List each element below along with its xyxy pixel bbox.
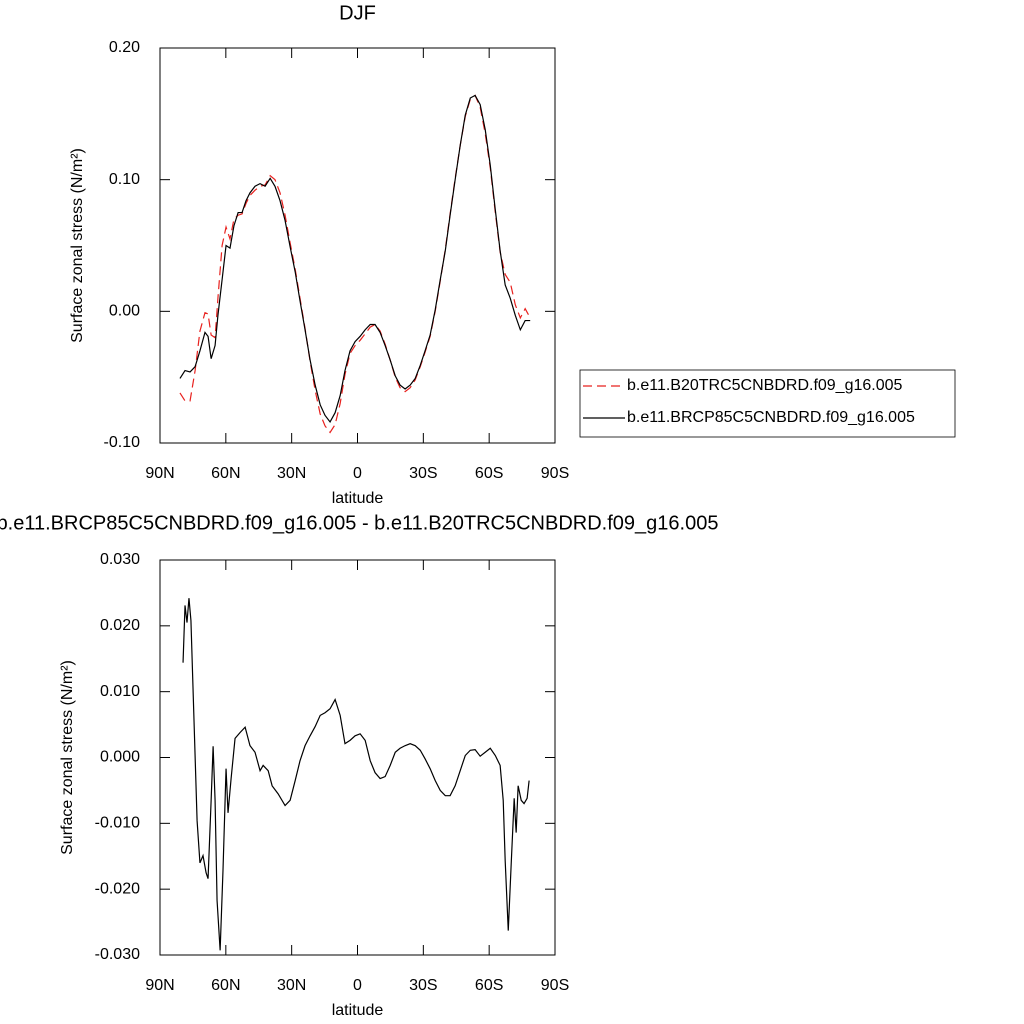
y-tick-label: 0.030 [100,551,140,568]
x-tick-label: 90N [145,977,174,994]
x-tick-label: 60N [211,977,240,994]
x-tick-label: 60S [475,465,503,482]
y-tick-label: -0.030 [95,946,140,963]
legend-label: b.e11.B20TRC5CNBDRD.f09_g16.005 [627,377,903,394]
y-axis-label: Surface zonal stress (N/m²) [69,148,86,343]
y-tick-label: 0.20 [109,39,140,56]
x-tick-label: 90S [541,977,569,994]
chart-title: b.e11.BRCP85C5CNBDRD.f09_g16.005 - b.e11… [0,512,718,534]
x-tick-label: 30N [277,465,306,482]
legend-box [579,369,956,438]
x-tick-label: 60N [211,465,240,482]
x-axis-label: latitude [332,490,384,507]
y-axis-label: Surface zonal stress (N/m²) [59,660,76,855]
plot-frame [159,47,556,444]
y-tick-label: -0.020 [95,880,140,897]
data-line [182,598,530,951]
x-tick-label: 30N [277,977,306,994]
legend-label: b.e11.BRCP85C5CNBDRD.f09_g16.005 [627,409,915,426]
x-tick-label: 30S [409,465,437,482]
y-tick-label: 0.010 [100,683,140,700]
x-tick-label: 90S [541,465,569,482]
y-tick-label: 0.020 [100,617,140,634]
x-axis-label: latitude [332,1002,384,1019]
x-tick-label: 90N [145,465,174,482]
data-line [179,94,531,434]
y-tick-label: -0.010 [95,815,140,832]
y-tick-label: 0.00 [109,303,140,320]
data-line [179,94,531,424]
x-tick-label: 30S [409,977,437,994]
y-tick-label: -0.10 [104,434,141,451]
x-tick-label: 60S [475,977,503,994]
y-tick-label: 0.10 [109,171,140,188]
x-tick-label: 0 [353,977,362,994]
chart-title: DJF [339,2,376,24]
x-tick-label: 0 [353,465,362,482]
y-tick-label: 0.000 [100,749,140,766]
